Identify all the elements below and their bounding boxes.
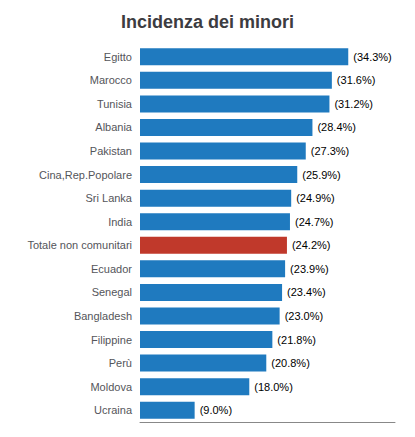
- svg-text:Egitto: Egitto: [104, 51, 132, 63]
- svg-text:(34.3%): (34.3%): [353, 51, 392, 63]
- svg-text:(21.8%): (21.8%): [277, 334, 316, 346]
- svg-text:(20.8%): (20.8%): [271, 357, 310, 369]
- svg-text:Albania: Albania: [95, 121, 133, 133]
- svg-text:Marocco: Marocco: [90, 74, 132, 86]
- svg-text:(31.2%): (31.2%): [334, 98, 373, 110]
- svg-text:(27.3%): (27.3%): [311, 145, 350, 157]
- svg-text:(9.0%): (9.0%): [200, 404, 232, 416]
- svg-text:(23.0%): (23.0%): [285, 310, 324, 322]
- svg-text:(31.6%): (31.6%): [337, 74, 376, 86]
- svg-text:(28.4%): (28.4%): [317, 121, 356, 133]
- svg-text:Moldova: Moldova: [90, 381, 132, 393]
- svg-text:Bangladesh: Bangladesh: [74, 310, 132, 322]
- svg-text:India: India: [108, 216, 133, 228]
- svg-text:Ucraina: Ucraina: [94, 404, 133, 416]
- svg-text:(25.9%): (25.9%): [302, 169, 341, 181]
- svg-text:Incidenza dei minori: Incidenza dei minori: [121, 12, 294, 32]
- svg-text:Perù: Perù: [109, 357, 132, 369]
- svg-text:Senegal: Senegal: [92, 286, 132, 298]
- svg-text:(24.9%): (24.9%): [296, 192, 335, 204]
- svg-text:Totale non comunitari: Totale non comunitari: [27, 239, 132, 251]
- svg-text:Tunisia: Tunisia: [97, 98, 133, 110]
- svg-text:Filippine: Filippine: [91, 334, 132, 346]
- svg-text:Ecuador: Ecuador: [91, 263, 132, 275]
- svg-text:Pakistan: Pakistan: [90, 145, 132, 157]
- svg-text:(24.7%): (24.7%): [295, 216, 334, 228]
- svg-text:(23.9%): (23.9%): [290, 263, 329, 275]
- svg-text:Sri Lanka: Sri Lanka: [86, 192, 133, 204]
- svg-text:(23.4%): (23.4%): [287, 286, 326, 298]
- svg-text:Cina,Rep.Popolare: Cina,Rep.Popolare: [39, 169, 132, 181]
- svg-text:(24.2%): (24.2%): [292, 239, 331, 251]
- svg-text:(18.0%): (18.0%): [254, 381, 293, 393]
